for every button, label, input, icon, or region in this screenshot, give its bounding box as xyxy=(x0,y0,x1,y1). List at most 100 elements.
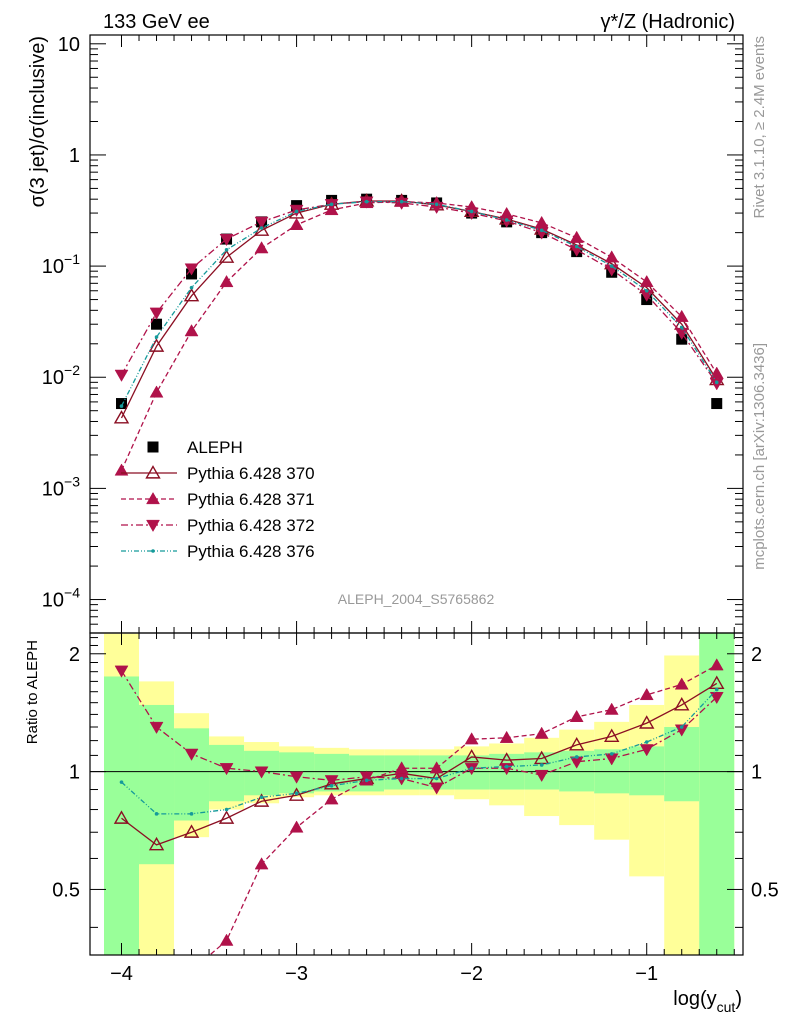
ratio-series-clip xyxy=(113,658,725,1019)
legend-label-4: Pythia 6.428 376 xyxy=(187,542,315,561)
main-point-4-3 xyxy=(224,248,229,252)
main-series-line-1 xyxy=(120,200,718,419)
x-tick-label: −2 xyxy=(460,963,483,985)
legend-marker-1 xyxy=(145,465,161,479)
header-left: 133 GeV ee xyxy=(103,11,210,33)
ratio-point-0-14 xyxy=(603,728,620,742)
ratio-series-1 xyxy=(150,658,724,1019)
ratio-y-axis-title: Ratio to ALEPH xyxy=(24,640,41,744)
header-right: γ*/Z (Hadronic) xyxy=(601,11,735,33)
ratio-point-3-0 xyxy=(119,780,124,784)
ratio-point-1-6 xyxy=(324,792,339,805)
main-series-4 xyxy=(119,199,719,408)
ratio-point-0-13 xyxy=(568,737,585,751)
main-series-1 xyxy=(113,193,725,424)
legend-entry-4: Pythia 6.428 376 xyxy=(121,542,315,561)
ratio-point-3-12 xyxy=(539,763,544,767)
main-point-2-3 xyxy=(219,274,234,288)
ratio-y-tick-label-left: 2 xyxy=(69,644,80,666)
mcplots-label: mcplots.cern.ch [arXiv:1306.3436] xyxy=(751,343,768,570)
legend-entry-1: Pythia 6.428 370 xyxy=(121,464,315,483)
main-series-line-2 xyxy=(120,201,718,471)
main-point-3-12 xyxy=(534,227,549,240)
main-series-line-3 xyxy=(120,201,718,384)
main-point-3-0 xyxy=(114,369,129,382)
main-point-3-4 xyxy=(254,216,269,229)
main-series-3 xyxy=(114,196,724,391)
main-series-2 xyxy=(114,194,724,476)
legend: ALEPH Pythia 6.428 370 Pythia 6.428 371 Pyt… xyxy=(121,438,315,561)
ratio-point-3-3 xyxy=(224,807,229,812)
ratio-point-1-8 xyxy=(394,761,409,774)
main-y-tick-label: 10−1 xyxy=(42,251,80,278)
ratio-point-1-9 xyxy=(429,761,444,774)
main-point-1-0 xyxy=(113,410,130,424)
main-point-3-17 xyxy=(709,378,724,391)
ratio-point-2-5 xyxy=(289,771,304,784)
main-point-4-8 xyxy=(399,199,404,204)
ratio-point-2-9 xyxy=(429,782,444,795)
main-point-1-3 xyxy=(218,249,235,263)
ratio-point-2-2 xyxy=(184,748,199,761)
ratio-point-3-14 xyxy=(609,752,614,756)
ratio-series-3 xyxy=(119,687,719,816)
ratio-point-3-13 xyxy=(574,755,579,759)
yellow-band-16 xyxy=(664,655,700,955)
main-point-4-7 xyxy=(364,199,369,204)
ratio-point-3-5 xyxy=(294,791,299,796)
green-band-17 xyxy=(699,633,735,955)
ratio-point-2-16 xyxy=(674,724,689,737)
ratio-point-3-2 xyxy=(189,812,194,816)
ratio-point-1-12 xyxy=(534,726,549,739)
main-point-0-0 xyxy=(116,398,128,410)
ratio-point-1-14 xyxy=(604,702,619,715)
main-point-2-15 xyxy=(639,274,654,288)
main-point-3-8 xyxy=(394,197,409,210)
x-tick-label: −4 xyxy=(110,963,133,985)
ratio-point-1-16 xyxy=(674,677,689,690)
main-point-4-14 xyxy=(609,264,614,268)
main-point-3-2 xyxy=(184,263,199,276)
main-y-tick-label: 1 xyxy=(69,145,80,167)
main-y-tick-label: 10−2 xyxy=(42,362,80,389)
ratio-point-0-6 xyxy=(323,776,340,790)
ratio-point-0-0 xyxy=(113,810,130,824)
ratio-point-2-6 xyxy=(324,775,339,788)
ratio-y-tick-label-right: 0.5 xyxy=(751,879,779,901)
ratio-point-1-1 xyxy=(150,1008,163,1019)
x-tick-label: −1 xyxy=(635,963,658,985)
main-point-2-13 xyxy=(569,230,584,243)
main-point-2-14 xyxy=(604,250,619,263)
main-point-4-10 xyxy=(469,209,474,214)
ratio-point-1-2 xyxy=(185,964,198,975)
legend-entry-0: ALEPH xyxy=(147,438,243,457)
ratio-frame xyxy=(89,632,744,956)
ratio-point-3-17 xyxy=(714,687,719,692)
main-point-0-1 xyxy=(151,318,163,330)
ratio-y-tick-label-right: 2 xyxy=(751,644,762,666)
main-point-4-13 xyxy=(574,244,579,249)
main-point-4-1 xyxy=(154,335,159,339)
main-point-4-6 xyxy=(329,202,334,207)
ratio-series-line-3 xyxy=(121,689,718,815)
ratio-series-group xyxy=(113,658,725,1019)
legend-entry-3: Pythia 6.428 372 xyxy=(121,516,315,535)
ratio-point-3-8 xyxy=(399,776,404,781)
ratio-point-2-3 xyxy=(219,763,234,776)
ratio-point-1-15 xyxy=(639,687,654,701)
green-band-2 xyxy=(174,728,210,821)
ratio-point-3-6 xyxy=(329,783,334,788)
main-point-4-2 xyxy=(189,285,194,290)
legend-label-2: Pythia 6.428 371 xyxy=(187,490,315,509)
main-point-1-1 xyxy=(148,338,165,352)
ratio-point-3-9 xyxy=(434,776,439,781)
main-point-1-4 xyxy=(253,222,270,236)
ratio-point-2-12 xyxy=(534,769,549,783)
legend-entry-2: Pythia 6.428 371 xyxy=(121,490,315,509)
ratio-uncertainty-bands xyxy=(104,633,735,955)
legend-marker-2 xyxy=(146,491,160,505)
ratio-point-2-0 xyxy=(114,665,129,678)
main-point-4-15 xyxy=(644,288,649,293)
main-y-tick-label: 10 xyxy=(58,34,80,56)
